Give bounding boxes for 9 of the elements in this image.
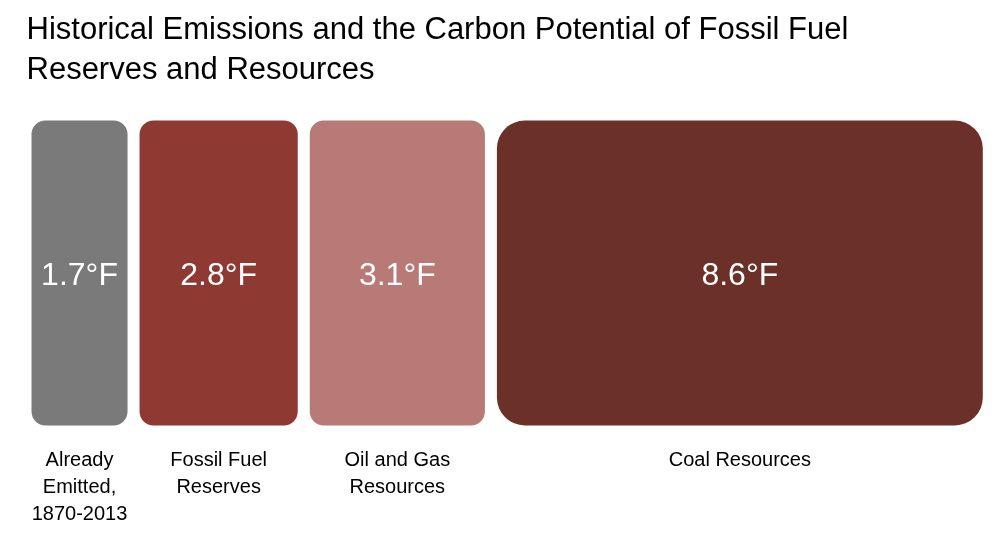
category-label: Fossil Fuel Reserves bbox=[170, 447, 268, 497]
data-label: 1.7°F bbox=[41, 255, 118, 292]
text: Historical Emissions and the Carbon Potential of Fossil Fuel Reserves and Resources bbox=[26, 11, 849, 86]
data-label: 8.6°F bbox=[701, 255, 779, 292]
category-label: Already Emitted, 1870-2013 bbox=[31, 447, 128, 524]
data-label: 3.1°F bbox=[358, 255, 436, 292]
data-label: 2.8°F bbox=[180, 255, 258, 292]
category-label: Oil and Gas Resources bbox=[344, 447, 451, 497]
category-label: Coal Resources bbox=[668, 447, 811, 470]
